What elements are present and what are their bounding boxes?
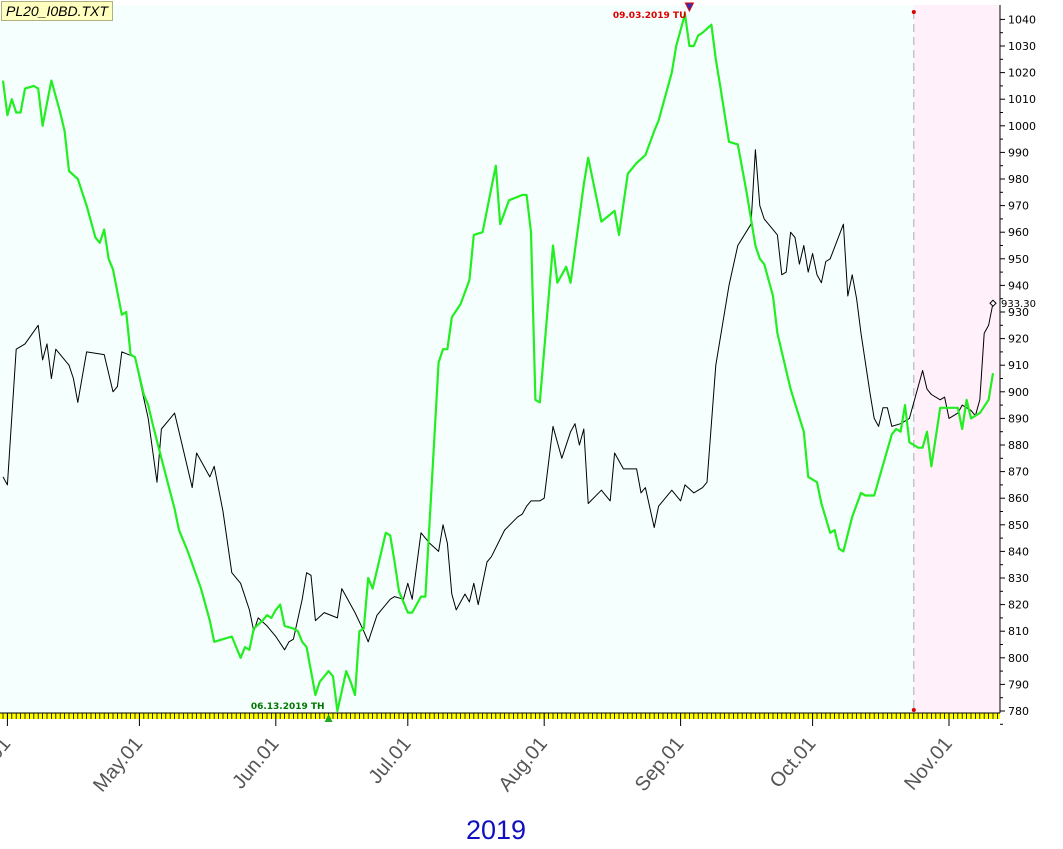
projection-marker-bottom (911, 708, 916, 712)
year-label: 2019 (466, 815, 527, 845)
x-tick-label: Sep.01 (631, 733, 689, 796)
x-tick-label: Aug.01 (494, 733, 552, 796)
y-tick-label: 850 (1008, 519, 1029, 532)
y-tick-label: 920 (1008, 333, 1029, 346)
future-area (913, 5, 1000, 713)
x-tick-label: Apr.01 (0, 733, 15, 791)
y-tick-label: 1010 (1008, 93, 1036, 106)
x-tick-label: Jun.01 (228, 733, 283, 793)
y-tick-label: 980 (1008, 173, 1029, 186)
last-point-marker (989, 299, 997, 307)
x-tick-label: May.01 (89, 733, 147, 796)
y-tick-label: 840 (1008, 545, 1029, 558)
high-marker-label: 09.03.2019 TU (613, 11, 687, 21)
y-tick-label: 830 (1008, 572, 1029, 585)
y-tick-label: 780 (1008, 705, 1029, 718)
y-tick-label: 1020 (1008, 67, 1036, 80)
y-tick-label: 800 (1008, 652, 1029, 665)
high-marker (684, 2, 695, 13)
y-tick-label: 900 (1008, 386, 1029, 399)
annotations: 933.30 09.03.2019 TU 06.13.2019 TH (251, 2, 1036, 722)
low-marker-label: 06.13.2019 TH (251, 702, 325, 712)
y-tick-label: 790 (1008, 678, 1029, 691)
y-tick-label: 1000 (1008, 120, 1036, 133)
projection-marker-top (911, 10, 916, 14)
last-value-label: 933.30 (1001, 299, 1036, 310)
y-tick-label: 970 (1008, 200, 1029, 213)
y-tick-label: 880 (1008, 439, 1029, 452)
y-tick-label: 870 (1008, 466, 1029, 479)
x-axis: Apr.01 May.01 Jun.01 Jul.01 Aug.01 Sep.01 Oct.… (0, 712, 1000, 796)
y-tick-label: 890 (1008, 412, 1029, 425)
y-tick-label: 1030 (1008, 40, 1036, 53)
y-tick-label: 810 (1008, 625, 1029, 638)
projection-line (1, 13, 995, 713)
y-tick-label: 820 (1008, 599, 1029, 612)
low-marker (324, 714, 333, 722)
y-tick-label: 990 (1008, 146, 1029, 159)
y-tick-label: 930 (1008, 306, 1029, 319)
series-lines (1, 13, 995, 713)
y-tick-label: 1040 (1008, 13, 1036, 26)
y-tick-label: 940 (1008, 279, 1029, 292)
y-tick-label: 910 (1008, 359, 1029, 372)
price-line (2, 149, 994, 651)
x-tick-label: Nov.01 (900, 733, 957, 795)
chart-title: PL20_I0BD.TXT (1, 1, 113, 21)
plot-area (0, 5, 1000, 713)
y-tick-label: 950 (1008, 253, 1029, 266)
y-tick-label: 860 (1008, 492, 1029, 505)
x-tick-label: Oct.01 (766, 733, 821, 792)
y-axis: 780 790 800 810 820 830 840 850 860 870 880 890 900 9… (1000, 13, 1036, 725)
x-tick-label: Jul.01 (364, 733, 415, 788)
y-tick-label: 960 (1008, 226, 1029, 239)
axes (911, 5, 1001, 713)
